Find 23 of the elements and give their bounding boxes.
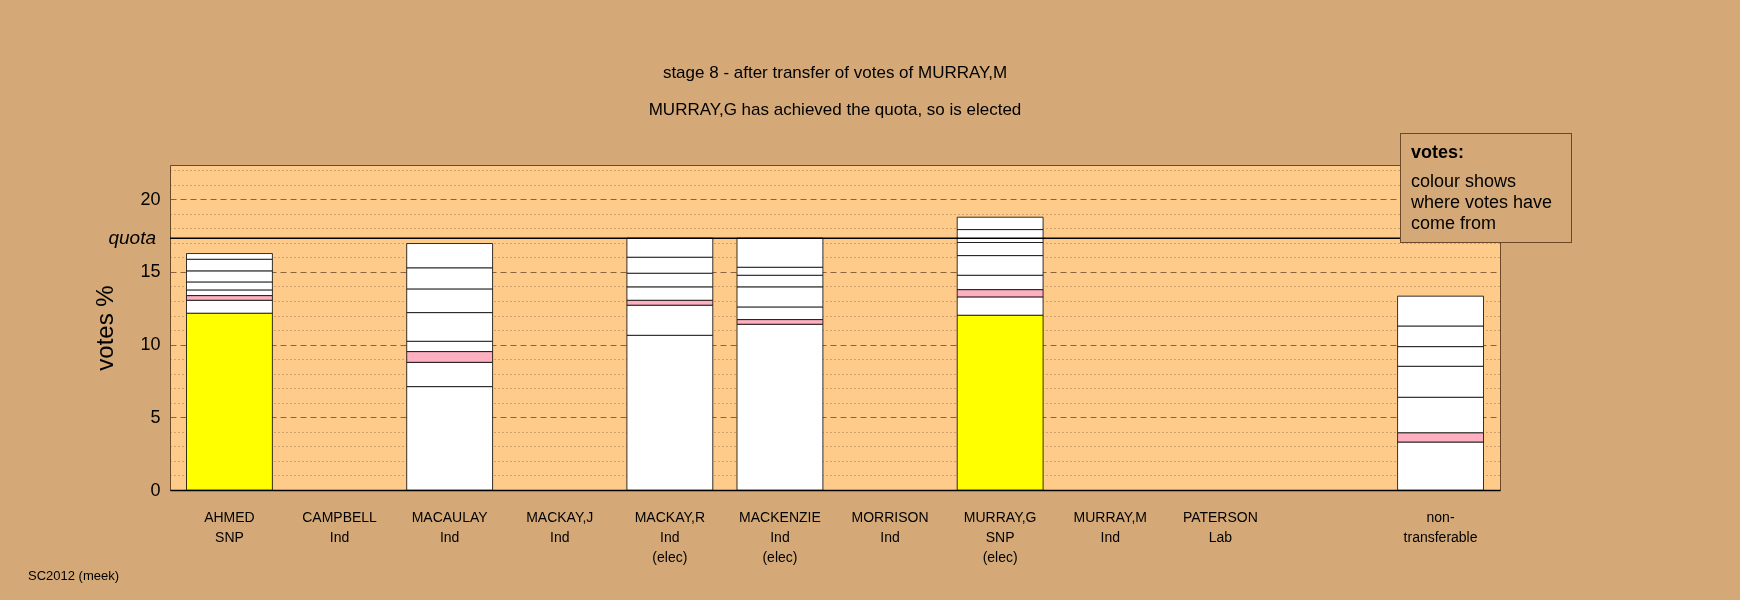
y-tick-label: 15 <box>140 261 161 282</box>
x-tick-label: CAMPBELL Ind <box>302 508 378 545</box>
x-tick-label: MURRAY,M Ind <box>1073 508 1147 545</box>
y-tick-label: 0 <box>150 479 161 500</box>
x-tick-label: MACKAY,J Ind <box>526 508 594 545</box>
text: votes: <box>1411 142 1465 163</box>
y-tick-label: 10 <box>140 334 161 355</box>
annotation: colour shows where votes have come from <box>1411 171 1553 233</box>
y-tick-label: 20 <box>140 188 161 209</box>
y-tick-label: 5 <box>150 406 161 427</box>
x-tick-label: PATERSON Lab <box>1182 508 1258 545</box>
x-tick-label: MORRISON Ind <box>851 508 929 545</box>
y-axis-title: votes % <box>91 285 119 371</box>
chart-title: stage 8 - after transfer of votes of MURRAY,M <box>662 63 1008 83</box>
x-tick-label: AHMED SNP <box>204 508 255 545</box>
x-tick-label: MURRAY,G SNP (elec) <box>963 508 1037 565</box>
x-tick-label: non- transferable <box>1403 508 1478 545</box>
text: SC2012 (meek) <box>28 568 120 583</box>
ref-line-label: quota <box>108 227 156 249</box>
x-tick-label: MACAULAY Ind <box>411 508 489 545</box>
chart-subtitle: MURRAY,G has achieved the quota, so is elected <box>648 100 1022 120</box>
x-tick-label: MACKENZIE Ind (elec) <box>739 508 821 565</box>
x-tick-label: MACKAY,R Ind (elec) <box>634 508 705 565</box>
